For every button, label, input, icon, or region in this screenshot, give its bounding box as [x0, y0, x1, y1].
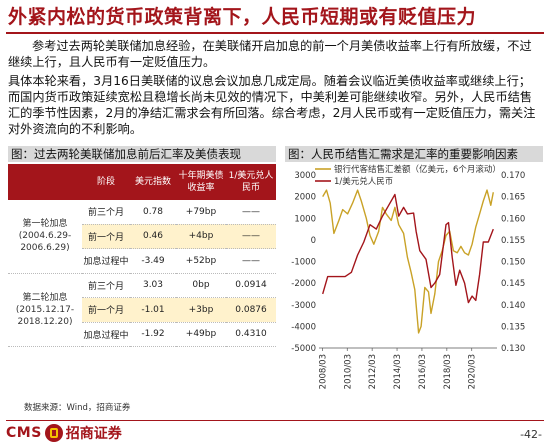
- chart-title: 图：人民币结售汇需求是汇率的重要影响因素: [285, 146, 543, 162]
- y-right-tick-label: 0.160: [501, 214, 525, 224]
- header-stage: 阶段: [82, 164, 130, 200]
- brand-logo: CMS 招商证券: [6, 422, 122, 444]
- cny-cell: ——: [226, 224, 276, 249]
- paragraph-2: 具体本轮来看，3月16日美联储的议息会议加息几成定局。随着会议临近美债收益率或继…: [8, 74, 536, 136]
- cny-cell: 0.0914: [226, 273, 276, 298]
- series-line-settlement: [322, 189, 494, 334]
- y-right-tick-label: 0.145: [501, 279, 525, 289]
- x-tick-label: 2014/03: [393, 354, 403, 389]
- header-cny: 1/美元兑人民币: [226, 164, 276, 200]
- dxy-cell: 0.46: [130, 224, 176, 249]
- header-ust: 十年期美债收益率: [176, 164, 226, 200]
- dxy-cell: 3.03: [130, 273, 176, 298]
- stage-cell: 前三个月: [82, 200, 130, 225]
- dxy-cell: -3.49: [130, 248, 176, 274]
- y-left-tick-label: -2000: [291, 279, 316, 289]
- ust-cell: +3bp: [176, 297, 226, 323]
- y-left-tick-label: -5000: [291, 344, 316, 354]
- dxy-cell: 0.78: [130, 200, 176, 225]
- cny-cell: ——: [226, 200, 276, 225]
- page-title: 外紧内松的货币政策背离下，人民币短期或有贬值压力: [8, 6, 477, 28]
- title-divider: [6, 32, 544, 34]
- header-blank: [8, 164, 82, 200]
- page-number: -42-: [520, 428, 542, 441]
- y-left-tick-label: -4000: [291, 322, 316, 332]
- logo-icon: [44, 424, 63, 442]
- ust-cell: +52bp: [176, 248, 226, 274]
- brand-cn: 招商证券: [65, 426, 122, 442]
- legend-label-cny: 1/美元兑人民币: [334, 176, 393, 187]
- x-tick-label: 2010/03: [343, 354, 353, 389]
- source-note: 数据来源：Wind，招商证券: [24, 403, 131, 413]
- table-row: 加息过程中 -1.92 +49bp 0.4310: [8, 322, 276, 347]
- period-label: 第一轮加息(2004.6.29-2006.6.29): [8, 200, 82, 274]
- table-row: 前一个月 0.46 +4bp ——: [8, 224, 276, 249]
- cny-cell: ——: [226, 248, 276, 274]
- stage-cell: 加息过程中: [82, 248, 130, 274]
- x-tick-label: 2012/03: [368, 354, 378, 389]
- dxy-cell: -1.01: [130, 297, 176, 323]
- rate-hike-table: 阶段 美元指数 十年期美债收益率 1/美元兑人民币 第一轮加息(2004.6.2…: [8, 164, 276, 347]
- table-row: 第一轮加息(2004.6.29-2006.6.29) 前三个月 0.78 +79…: [8, 200, 276, 274]
- y-left-tick-label: -1000: [291, 258, 316, 268]
- table-row: 加息过程中 -3.49 +52bp ——: [8, 248, 276, 274]
- legend-label-settlement: 银行代客结售汇差额（亿美元，6个月滚动）: [334, 164, 501, 175]
- stage-cell: 前一个月: [82, 297, 130, 323]
- table-row: 第二轮加息(2015.12.17-2018.12.20) 前三个月 3.03 0…: [8, 273, 276, 347]
- ust-cell: +4bp: [176, 224, 226, 249]
- x-tick-label: 2016/03: [418, 354, 428, 389]
- ust-cell: +79bp: [176, 200, 226, 225]
- ust-cell: +49bp: [176, 322, 226, 347]
- x-tick-label: 2008/03: [318, 354, 328, 389]
- period-label: 第二轮加息(2015.12.17-2018.12.20): [8, 273, 82, 347]
- y-right-tick-label: 0.165: [501, 193, 525, 203]
- stage-cell: 前一个月: [82, 224, 130, 249]
- y-left-tick-label: -3000: [291, 301, 316, 311]
- dxy-cell: -1.92: [130, 322, 176, 347]
- y-right-tick-label: 0.155: [501, 236, 525, 246]
- left-panel-title: 图：过去两轮美联储加息前后汇率及美债表现: [8, 146, 276, 162]
- brand-en: CMS: [6, 425, 42, 441]
- cny-cell: 0.0876: [226, 297, 276, 323]
- y-left-tick-label: 1000: [294, 214, 316, 224]
- y-right-tick-label: 0.140: [501, 301, 525, 311]
- series-line-cny: [322, 193, 494, 304]
- footer-divider: [6, 420, 544, 421]
- stage-cell: 前三个月: [82, 273, 130, 298]
- y-left-tick-label: 0: [311, 236, 316, 246]
- header-dxy: 美元指数: [130, 164, 176, 200]
- cny-cell: 0.4310: [226, 322, 276, 347]
- table-row: 前一个月 -1.01 +3bp 0.0876: [8, 297, 276, 323]
- ust-cell: 0bp: [176, 273, 226, 298]
- stage-cell: 加息过程中: [82, 322, 130, 347]
- x-tick-label: 2020/03: [468, 354, 478, 389]
- fx-settlement-chart: 银行代客结售汇差额（亿美元，6个月滚动） 1/美元兑人民币 -5000 -4000…: [291, 164, 525, 389]
- y-left-tick-label: 3000: [294, 171, 316, 181]
- chart-legend: 银行代客结售汇差额（亿美元，6个月滚动） 1/美元兑人民币: [315, 164, 501, 187]
- y-left-tick-label: 2000: [294, 193, 316, 203]
- y-right-tick-label: 0.170: [501, 171, 525, 181]
- y-right-tick-label: 0.150: [501, 258, 525, 268]
- y-right-tick-label: 0.135: [501, 322, 525, 332]
- paragraph-1: 参考过去两轮美联储加息经验，在美联储开启加息的前一个月美债收益率上行有所放缓，不…: [8, 39, 532, 69]
- x-tick-label: 2018/03: [443, 354, 453, 389]
- y-right-tick-label: 0.130: [501, 344, 525, 354]
